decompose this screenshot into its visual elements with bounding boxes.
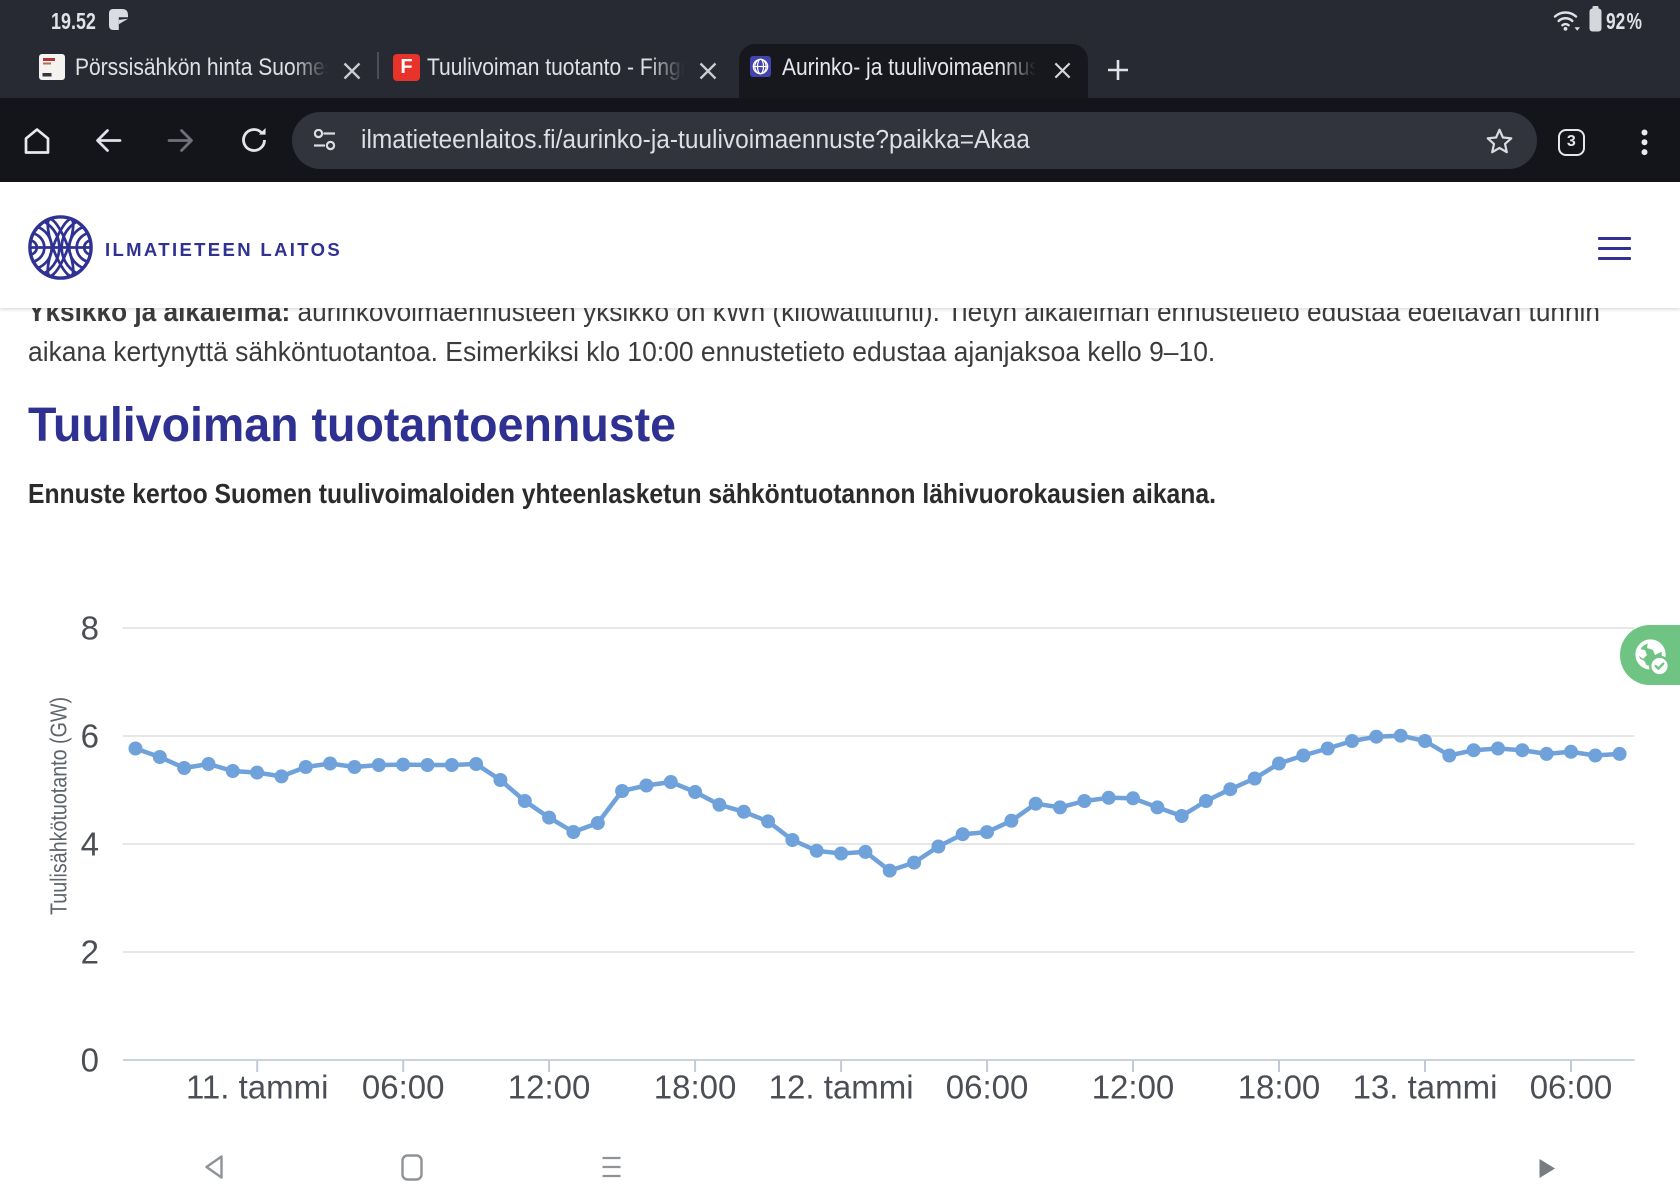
svg-text:06:00: 06:00 (1530, 1069, 1613, 1106)
svg-text:Tuulisähkötuotanto (GW): Tuulisähkötuotanto (GW) (46, 697, 72, 915)
svg-text:0: 0 (81, 1042, 99, 1079)
svg-text:11. tammi: 11. tammi (186, 1069, 328, 1106)
svg-text:13. tammi: 13. tammi (1353, 1069, 1498, 1106)
svg-text:12:00: 12:00 (508, 1069, 591, 1106)
svg-text:4: 4 (81, 826, 99, 863)
svg-text:12. tammi: 12. tammi (769, 1069, 914, 1106)
svg-text:06:00: 06:00 (946, 1069, 1029, 1106)
svg-text:12:00: 12:00 (1092, 1069, 1175, 1106)
svg-text:6: 6 (81, 718, 99, 755)
svg-text:18:00: 18:00 (654, 1069, 737, 1106)
svg-text:18:00: 18:00 (1238, 1069, 1321, 1106)
svg-text:06:00: 06:00 (362, 1069, 445, 1106)
svg-text:2: 2 (81, 934, 99, 971)
svg-text:8: 8 (81, 610, 99, 647)
